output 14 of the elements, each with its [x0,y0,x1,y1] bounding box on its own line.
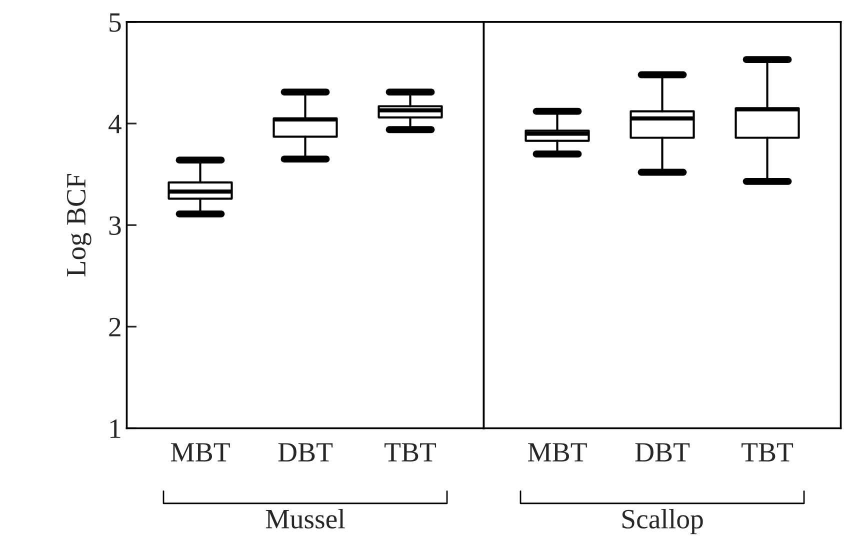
y-axis-title: Log BCF [66,174,92,276]
y-tick-label: 2 [109,318,120,336]
y-tick-label: 4 [108,114,122,134]
x-axis-title: Scallop [622,508,703,534]
x-tick-label: DBT [278,443,333,462]
x-tick-label: TBT [384,443,436,462]
y-tick-label: 3 [109,216,121,235]
x-tick-label: TBT [742,443,794,462]
x-tick-label: DBT [635,443,690,462]
y-tick-label: 5 [110,13,121,32]
x-tick-label: MBT [170,443,230,462]
x-tick-label: MBT [528,443,587,462]
x-axis-title: Mussel [266,508,345,529]
y-tick-label: 1 [110,420,120,438]
